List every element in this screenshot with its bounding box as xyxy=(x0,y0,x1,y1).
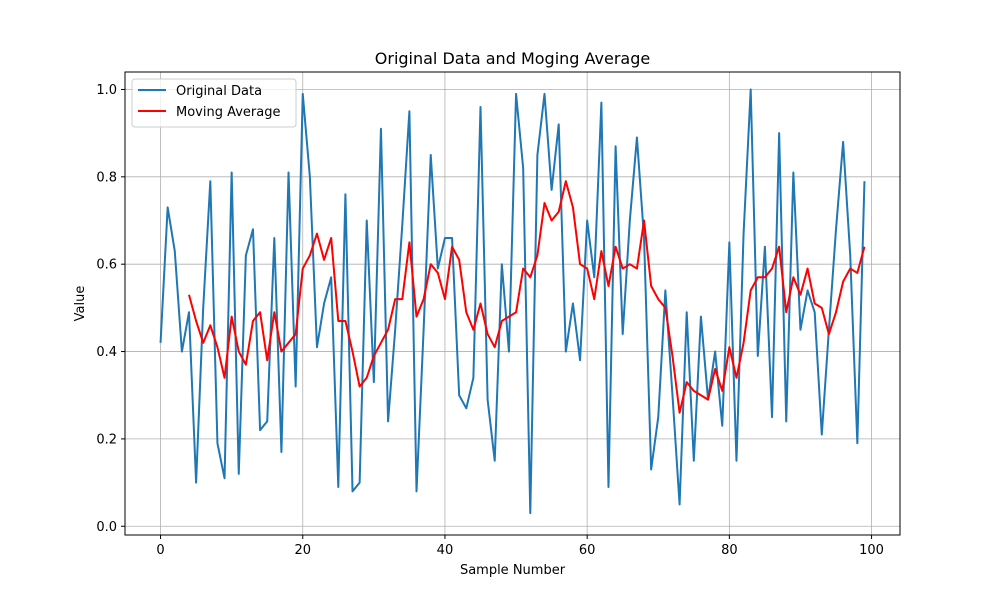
y-tick-label: 0.8 xyxy=(96,170,117,185)
series-line-moving-average xyxy=(188,180,866,414)
legend-label-original-data: Original Data xyxy=(176,84,262,99)
x-tick-label: 0 xyxy=(156,543,164,558)
legend: Original Data Moving Average xyxy=(131,78,297,128)
y-tick-label: 1.0 xyxy=(96,83,117,98)
chart-title: Original Data and Moging Average xyxy=(375,49,650,68)
x-tick-label: 20 xyxy=(294,543,311,558)
y-tick-label: 0.2 xyxy=(96,432,117,447)
x-tick-label: 80 xyxy=(721,543,738,558)
y-tick-label: 0.0 xyxy=(96,520,117,535)
legend-box xyxy=(131,78,297,128)
y-tick-label: 0.4 xyxy=(96,345,117,360)
x-tick-label: 100 xyxy=(859,543,884,558)
y-tick-label: 0.6 xyxy=(96,258,117,273)
x-axis-label: Sample Number xyxy=(460,563,566,578)
x-axis: 0 20 40 60 80 100 xyxy=(156,535,884,558)
plot-area-frame xyxy=(124,71,901,536)
x-tick-label: 60 xyxy=(579,543,596,558)
series-line-original-data xyxy=(159,88,866,515)
legend-label-moving-average: Moving Average xyxy=(176,105,280,120)
y-axis: 0.0 0.2 0.4 0.6 0.8 1.0 xyxy=(96,83,125,535)
y-axis-label: Value xyxy=(73,286,88,322)
series-layer xyxy=(159,88,866,515)
x-tick-label: 40 xyxy=(437,543,454,558)
